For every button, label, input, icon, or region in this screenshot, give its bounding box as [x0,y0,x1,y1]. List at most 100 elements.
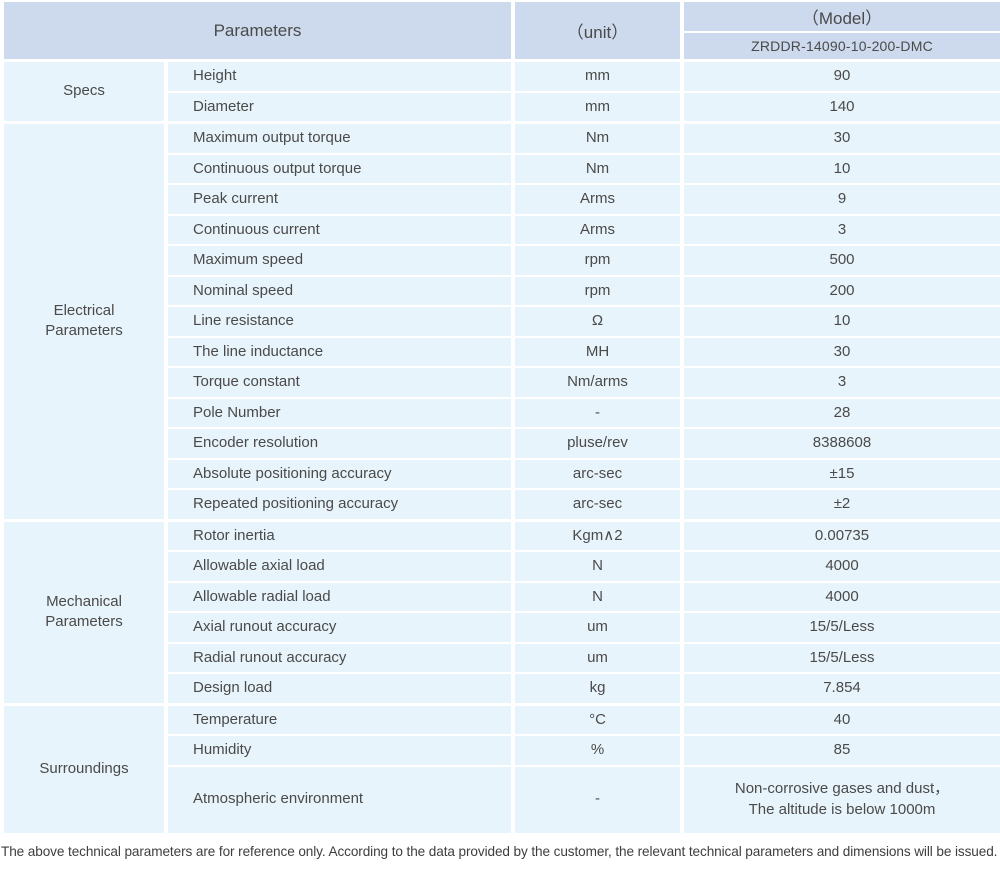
param-value-cell: 7.854 [680,672,1000,705]
param-name-cell: Maximum output torque [164,121,515,155]
model-number-cell: ZRDDR-14090-10-200-DMC [680,31,1000,62]
param-unit-cell: um [511,641,684,674]
param-value-cell: 40 [680,702,1000,736]
table-row: Design load kg 7.854 [2,672,1000,705]
param-value-cell: 200 [680,274,1000,307]
param-value-cell: 3 [680,213,1000,246]
param-value-cell: 10 [680,305,1000,338]
param-value-cell: Non-corrosive gases and dust， The altitu… [680,764,1000,835]
param-unit-cell: Ω [511,305,684,338]
table-row: Nominal speed rpm 200 [2,274,1000,307]
param-value-cell: 15/5/Less [680,611,1000,644]
table-row: Surroundings Temperature °C 40 [0,702,1000,835]
param-name-cell: Radial runout accuracy [164,641,515,674]
param-value-cell: 140 [680,90,1000,124]
table-row: Specs Height mm 90 [0,59,1000,124]
param-name-cell: Peak current [164,183,515,216]
param-value-cell: 90 [680,59,1000,93]
table-row: Line resistance Ω 10 [2,305,1000,338]
param-name-cell: The line inductance [164,335,515,368]
param-unit-cell: - [511,764,684,835]
param-value-cell: 10 [680,152,1000,185]
model-header-cell: （Model） [680,0,1000,33]
table-row: Torque constant Nm/arms 3 [2,366,1000,399]
param-name-cell: Encoder resolution [164,427,515,460]
group-label-electrical: Electrical Parameters [0,121,168,521]
param-value-cell: 4000 [680,580,1000,613]
param-value-cell: ±15 [680,457,1000,490]
table-row: Maximum speed rpm 500 [2,244,1000,277]
param-name-cell: Continuous current [164,213,515,246]
param-unit-cell: mm [511,90,684,124]
unit-header-cell: （unit） [511,0,684,62]
param-unit-cell: rpm [511,274,684,307]
param-unit-cell: Kgm∧2 [511,518,684,552]
param-name-cell: Rotor inertia [164,518,515,552]
param-unit-cell: Nm/arms [511,366,684,399]
param-unit-cell: % [511,734,684,767]
param-name-cell: Nominal speed [164,274,515,307]
group-label-surroundings: Surroundings [0,702,168,835]
parameters-header-cell: Parameters [0,0,515,62]
param-unit-cell: rpm [511,244,684,277]
table-row: Continuous output torque Nm 10 [2,152,1000,185]
param-name-cell: Maximum speed [164,244,515,277]
param-name-cell: Line resistance [164,305,515,338]
table-row: Diameter mm 140 [2,90,1000,124]
table-row: Humidity % 85 [2,734,1000,767]
param-unit-cell: pluse/rev [511,427,684,460]
param-name-cell: Height [164,59,515,93]
param-name-cell: Humidity [164,734,515,767]
param-unit-cell: arc-sec [511,457,684,490]
param-unit-cell: Nm [511,121,684,155]
param-value-cell: 9 [680,183,1000,216]
param-unit-cell: um [511,611,684,644]
param-name-cell: Absolute positioning accuracy [164,457,515,490]
table-row: Axial runout accuracy um 15/5/Less [2,611,1000,644]
param-unit-cell: N [511,580,684,613]
param-unit-cell: - [511,396,684,429]
table-row: Repeated positioning accuracy arc-sec ±2 [2,488,1000,521]
table-row: Allowable axial load N 4000 [2,550,1000,583]
param-value-cell: 500 [680,244,1000,277]
param-value-cell: 3 [680,366,1000,399]
param-value-cell: 85 [680,734,1000,767]
table-row: Allowable radial load N 4000 [2,580,1000,613]
group-label-specs: Specs [0,59,168,124]
table-row: Radial runout accuracy um 15/5/Less [2,641,1000,674]
param-unit-cell: MH [511,335,684,368]
param-unit-cell: Nm [511,152,684,185]
param-unit-cell: N [511,550,684,583]
table-header: Parameters （unit） （Model） ZRDDR-14090-10… [0,0,1000,62]
table-row: Electrical Parameters Maximum output tor… [0,121,1000,521]
param-name-cell: Pole Number [164,396,515,429]
param-name-cell: Torque constant [164,366,515,399]
param-name-cell: Allowable radial load [164,580,515,613]
param-unit-cell: kg [511,672,684,705]
param-name-cell: Continuous output torque [164,152,515,185]
param-value-cell: 28 [680,396,1000,429]
param-name-cell: Diameter [164,90,515,124]
table-row: Pole Number - 28 [2,396,1000,429]
param-value-cell: 30 [680,335,1000,368]
param-value-cell: 4000 [680,550,1000,583]
group-label-mechanical: Mechanical Parameters [0,518,168,705]
param-value-cell: ±2 [680,488,1000,521]
footer-note: The above technical parameters are for r… [1,843,998,859]
param-value-cell: 30 [680,121,1000,155]
table-row: The line inductance MH 30 [2,335,1000,368]
param-name-cell: Temperature [164,702,515,736]
param-name-cell: Atmospheric environment [164,764,515,835]
param-unit-cell: Arms [511,213,684,246]
param-value-cell: 15/5/Less [680,641,1000,674]
param-name-cell: Allowable axial load [164,550,515,583]
table-row: Continuous current Arms 3 [2,213,1000,246]
param-unit-cell: mm [511,59,684,93]
param-unit-cell: Arms [511,183,684,216]
table-row: Mechanical Parameters Rotor inertia Kgm∧… [0,518,1000,705]
spec-table: Parameters （unit） （Model） ZRDDR-14090-10… [0,0,1000,835]
param-unit-cell: °C [511,702,684,736]
param-unit-cell: arc-sec [511,488,684,521]
param-name-cell: Design load [164,672,515,705]
table-row: Peak current Arms 9 [2,183,1000,216]
